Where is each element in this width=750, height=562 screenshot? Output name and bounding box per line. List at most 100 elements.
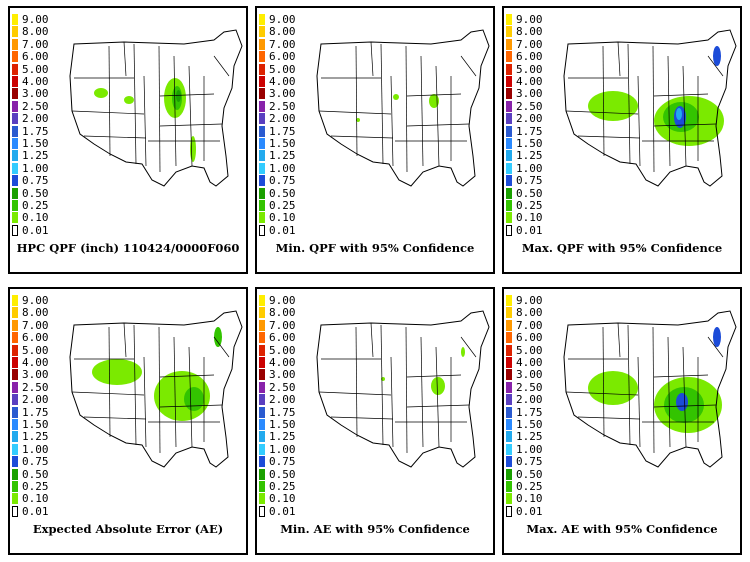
legend-label: 4.00 xyxy=(269,356,296,369)
legend-swatch xyxy=(506,369,512,381)
precip-area xyxy=(429,94,439,108)
legend-swatch xyxy=(12,125,18,137)
state-border xyxy=(652,326,655,454)
legend-label: 0.25 xyxy=(269,480,296,493)
legend-label: 6.00 xyxy=(269,50,296,64)
state-border xyxy=(617,41,621,77)
legend-label: 1.00 xyxy=(269,161,296,175)
legend-swatch xyxy=(506,431,512,443)
legend-label: 1.50 xyxy=(269,137,296,150)
legend-swatch xyxy=(506,187,512,199)
legend-swatch xyxy=(12,63,18,75)
state-border xyxy=(602,326,605,438)
legend-label: 7.00 xyxy=(269,37,296,51)
us-map xyxy=(563,29,737,187)
legend-swatch xyxy=(12,224,18,236)
legend-label: 0.01 xyxy=(22,223,49,237)
state-border xyxy=(318,110,392,115)
panel-caption: HPC QPF (inch) 110424/0000F060 xyxy=(16,241,240,255)
legend-swatch xyxy=(259,443,265,455)
state-border xyxy=(653,374,709,378)
legend-swatch xyxy=(259,406,265,418)
legend-swatch xyxy=(506,224,512,236)
us-outline xyxy=(69,29,243,187)
state-border xyxy=(380,43,384,165)
legend-swatch xyxy=(12,138,18,149)
legend-swatch xyxy=(506,406,512,418)
legend-label: 1.75 xyxy=(516,405,543,419)
legend-label: 0.01 xyxy=(269,504,296,518)
state-border xyxy=(653,93,709,97)
legend-label: 1.25 xyxy=(269,430,296,444)
state-border xyxy=(380,324,384,446)
color-legend: 9.00 8.00 7.00 6.00 5.00 4.00 3.00 2.50 2.00 1.75… xyxy=(506,14,566,240)
state-border xyxy=(653,404,717,408)
state-border xyxy=(627,324,631,446)
legend-swatch xyxy=(506,394,512,406)
legend-swatch xyxy=(259,369,265,381)
state-border xyxy=(707,55,724,77)
legend-label: 3.00 xyxy=(269,87,296,101)
state-border xyxy=(370,41,374,77)
legend-swatch xyxy=(259,100,265,112)
legend-swatch xyxy=(259,224,265,236)
legend-label: 0.75 xyxy=(269,455,296,469)
legend-swatch xyxy=(259,295,265,306)
state-border xyxy=(667,55,671,167)
state-border xyxy=(330,416,394,420)
state-border xyxy=(652,45,655,173)
us-outline xyxy=(69,310,243,468)
legend-label: 0.50 xyxy=(516,186,543,200)
legend-swatch xyxy=(506,212,512,224)
legend-label: 3.00 xyxy=(22,87,49,101)
legend-swatch xyxy=(12,38,18,50)
legend-swatch xyxy=(12,51,18,63)
state-border xyxy=(188,346,193,448)
state-border xyxy=(108,326,111,438)
legend-label: 2.50 xyxy=(269,99,296,113)
state-border xyxy=(158,326,161,454)
legend-swatch xyxy=(259,200,265,211)
legend-swatch xyxy=(506,14,512,25)
state-border xyxy=(406,123,470,127)
precip-area xyxy=(214,327,222,347)
legend-label: 1.00 xyxy=(22,442,49,456)
legend-swatch xyxy=(506,125,512,137)
legend-swatch xyxy=(12,162,18,174)
precip-area xyxy=(393,94,399,100)
legend-label: 1.25 xyxy=(516,149,543,163)
panel-caption: Min. AE with 95% Confidence xyxy=(280,522,470,536)
legend-swatch xyxy=(506,481,512,492)
state-border xyxy=(435,346,440,448)
legend-swatch xyxy=(259,481,265,492)
legend-swatch xyxy=(259,419,265,430)
legend-swatch xyxy=(12,113,18,125)
legend-label: 9.00 xyxy=(269,13,296,26)
legend-label: 0.75 xyxy=(516,174,543,188)
legend-swatch xyxy=(12,187,18,199)
precip-area xyxy=(92,359,142,385)
us-outline xyxy=(316,310,490,468)
legend-swatch xyxy=(506,505,512,517)
legend-label: 5.00 xyxy=(516,343,543,357)
legend-label: 1.50 xyxy=(22,137,49,150)
legend-label: 2.50 xyxy=(516,380,543,394)
color-legend: 9.00 8.00 7.00 6.00 5.00 4.00 3.00 2.50 2.00 1.75… xyxy=(259,14,319,240)
legend-swatch xyxy=(259,175,265,187)
legend-label: 6.00 xyxy=(22,50,49,64)
legend-swatch xyxy=(12,369,18,381)
legend-swatch xyxy=(259,150,265,162)
legend-label: 2.50 xyxy=(22,99,49,113)
legend-swatch xyxy=(506,295,512,306)
state-border xyxy=(133,324,137,446)
state-border xyxy=(143,356,147,448)
legend-swatch xyxy=(506,307,512,319)
legend-swatch xyxy=(259,319,265,331)
legend-label: 1.75 xyxy=(516,124,543,138)
state-border xyxy=(173,55,177,167)
state-border xyxy=(435,65,440,167)
legend-label: 9.00 xyxy=(269,294,296,307)
state-border xyxy=(71,110,145,115)
legend-swatch xyxy=(259,505,265,517)
state-border xyxy=(213,336,230,358)
